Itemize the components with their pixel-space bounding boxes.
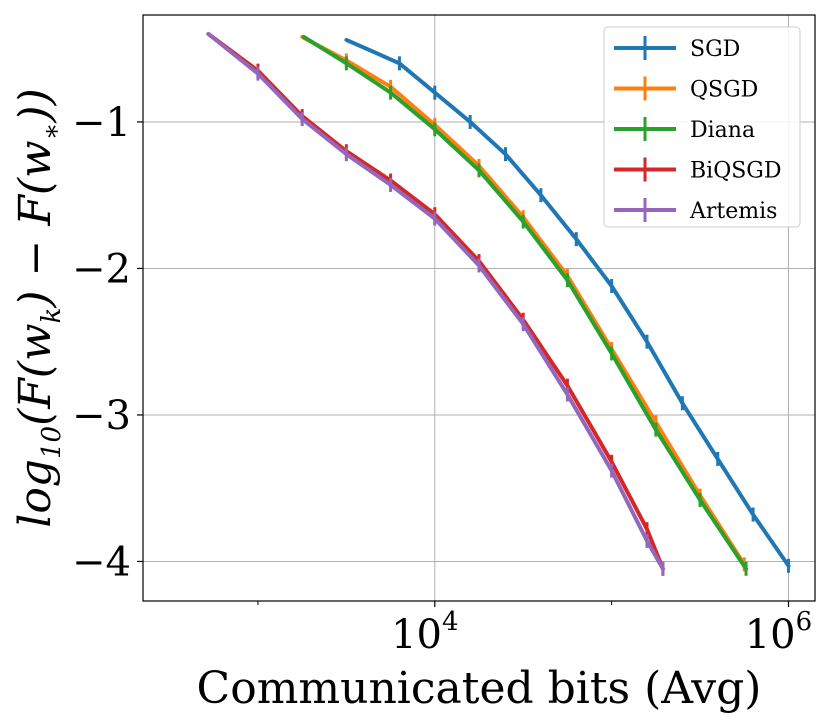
legend-entry-qsgd: QSGD bbox=[614, 76, 758, 103]
legend-entry-sgd: SGD bbox=[614, 36, 740, 62]
legend-label: BiQSGD bbox=[690, 159, 782, 184]
legend-entry-diana: Diana bbox=[614, 117, 755, 143]
series-line bbox=[206, 32, 665, 571]
y-tick-label: −1 bbox=[72, 100, 131, 146]
x-axis-label: Communicated bits (Avg) bbox=[197, 663, 762, 714]
legend-label: QSGD bbox=[690, 78, 758, 103]
legend-label: Artemis bbox=[689, 199, 777, 224]
plot-frame bbox=[142, 14, 816, 602]
y-tick-label: −4 bbox=[72, 539, 131, 585]
series-layer bbox=[206, 32, 791, 576]
y-tick-label: −2 bbox=[72, 246, 131, 292]
svg-text:log10(F(wk) − F(w∗)): log10(F(wk) − F(w∗)) bbox=[10, 88, 67, 528]
y-tick-label: −3 bbox=[72, 393, 131, 439]
legend-entry-biqsgd: BiQSGD bbox=[614, 157, 782, 184]
series-diana bbox=[301, 35, 748, 576]
legend: SGD QSGD Diana BiQSGD Artemis bbox=[603, 26, 801, 228]
legend-label: Diana bbox=[690, 118, 755, 143]
series-sgd bbox=[344, 37, 791, 573]
series-line bbox=[206, 32, 665, 571]
series-artemis bbox=[206, 32, 665, 576]
x-tick-label: 104 bbox=[391, 607, 458, 658]
x-tick-label: 106 bbox=[745, 607, 812, 658]
legend-label: SGD bbox=[690, 37, 740, 62]
series-biqsgd bbox=[206, 32, 665, 576]
legend-box bbox=[603, 26, 801, 228]
tick-layer: 104 106 −1 −2 −3 −4 bbox=[72, 100, 812, 658]
y-axis-label: log10(F(wk) − F(w∗)) bbox=[10, 88, 67, 528]
legend-entry-artemis: Artemis bbox=[614, 198, 777, 224]
